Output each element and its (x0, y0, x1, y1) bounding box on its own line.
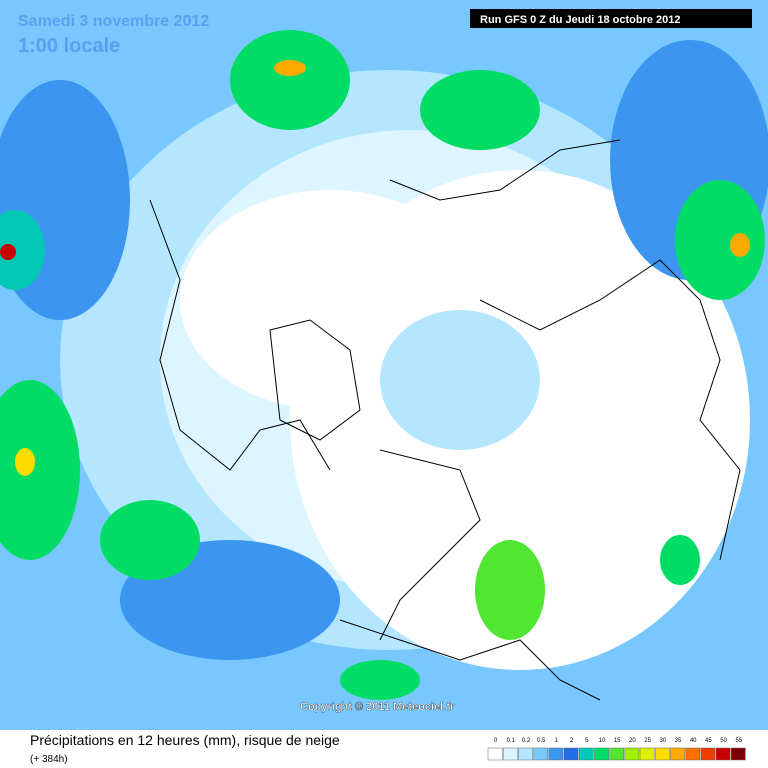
legend-swatch (730, 747, 746, 761)
legend-swatch (578, 747, 594, 761)
legend-swatch (563, 747, 579, 761)
legend-label: 10 (599, 738, 606, 744)
legend-label: 1 (555, 738, 559, 744)
legend-label: 25 (644, 738, 651, 744)
footer-title: Précipitations en 12 heures (mm), risque… (30, 732, 340, 748)
legend-swatch (639, 747, 655, 761)
forecast-date: Samedi 3 novembre 2012 (18, 13, 209, 30)
legend: 0 0.1 0.2 0.5 1 2 5 10 15 20 25 30 35 40 45 50 55 (487, 738, 746, 761)
legend-label: 0.2 (522, 738, 531, 744)
legend-swatch (670, 747, 685, 761)
legend-label: 0.1 (507, 738, 516, 744)
legend-swatch (533, 747, 549, 761)
legend-swatch (624, 747, 640, 761)
legend-swatch (654, 747, 670, 761)
legend-swatch (518, 747, 533, 761)
run-box (470, 9, 752, 28)
legend-label: 40 (690, 738, 697, 744)
legend-label: 20 (629, 738, 636, 744)
legend-label: 0.5 (537, 738, 546, 744)
legend-swatch (700, 747, 716, 761)
legend-swatch (487, 747, 503, 761)
legend-label: 30 (659, 738, 666, 744)
legend-swatch (609, 747, 625, 761)
legend-label: 5 (585, 738, 589, 744)
forecast-time: 1:00 locale (18, 35, 120, 57)
legend-label: 45 (705, 738, 712, 744)
legend-swatch (502, 747, 518, 761)
legend-label: 55 (735, 738, 742, 744)
legend-label: 35 (675, 738, 682, 744)
coastlines (149, 139, 741, 701)
legend-label: 2 (570, 738, 574, 744)
run-label: Run GFS 0 Z du Jeudi 18 octobre 2012 (480, 14, 681, 26)
legend-label: 15 (614, 738, 621, 744)
legend-label: 50 (720, 738, 727, 744)
legend-swatch (685, 747, 701, 761)
copyright: Copyright © 2011 Meteociel.fr (300, 701, 455, 713)
legend-swatch (715, 747, 731, 761)
footer-subtitle: (+ 384h) (30, 754, 68, 765)
legend-label: 0 (494, 738, 498, 744)
legend-swatch (548, 747, 564, 761)
legend-swatch (594, 747, 609, 761)
